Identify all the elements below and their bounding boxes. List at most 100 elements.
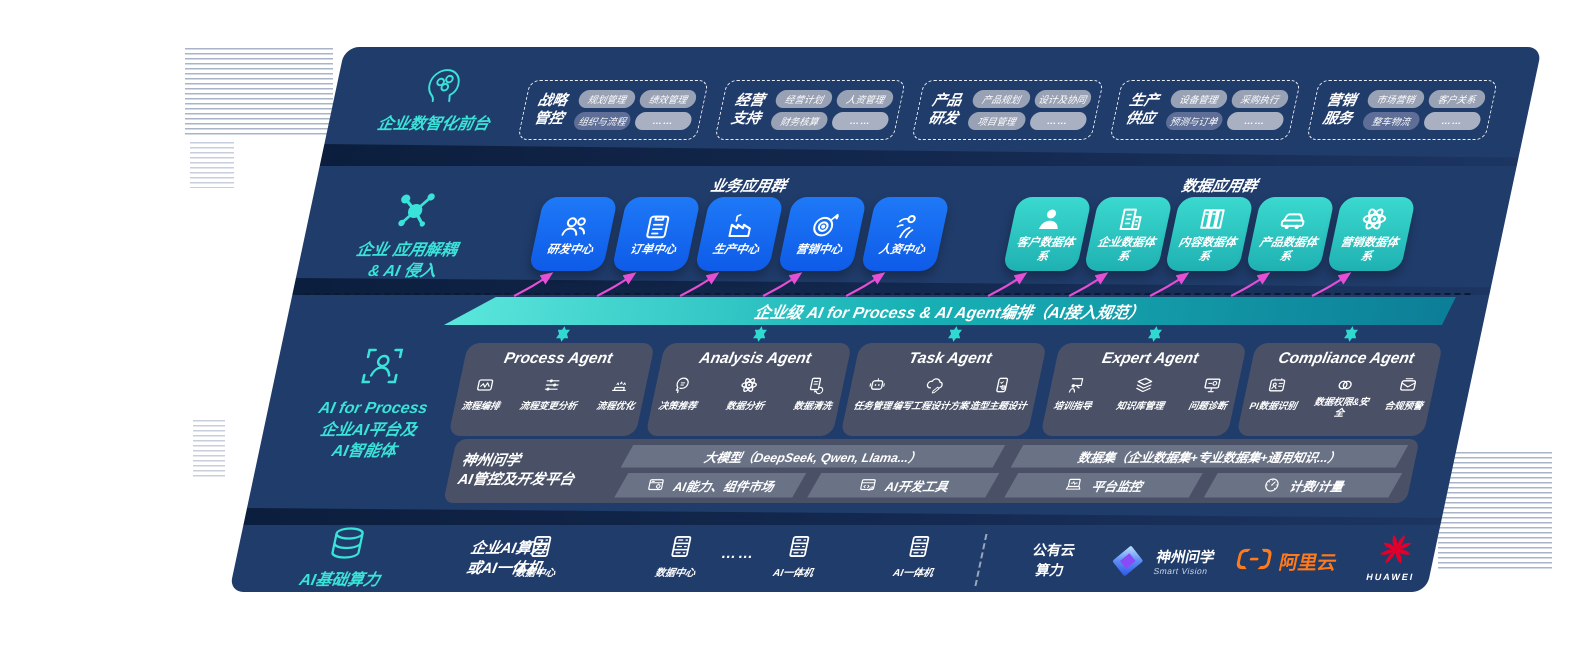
server-icon — [782, 533, 815, 560]
module-pill: 采购执行 — [1229, 90, 1290, 108]
agent-capability: PI数据识别 — [1248, 375, 1303, 412]
module-pill: 绩效管理 — [638, 90, 699, 108]
ai-bus-band: 企业级 AI for Process & AI Agent编排（AI接入规范） — [444, 297, 1456, 325]
group-product-rd: 产品 研发 产品规划 设计及协同 项目管理…… — [911, 80, 1104, 140]
agent-capability: 流程变更分析 — [518, 375, 583, 412]
app-layer-label-block: 企业 应用解耦 & AI 侵入 — [310, 187, 510, 283]
training-icon — [1065, 375, 1089, 395]
agent-task: Task Agent 任务管理 编写工程设计方案 造型主题设计 — [840, 343, 1048, 436]
infra-label-block: AI基础算力 — [255, 525, 433, 592]
business-tiles: 研发中心 订单中心 生产中心 营销中心 — [528, 197, 951, 271]
compute-node: 数据中心 — [654, 533, 704, 579]
ai-platform-label-line3: AI智能体 — [330, 443, 398, 461]
link-icon — [1333, 375, 1357, 395]
robot-icon — [865, 375, 889, 395]
app-layer-label-line2: & AI 侵入 — [366, 262, 439, 280]
huawei-name: HUAWEI — [1365, 572, 1416, 582]
data-system-tile: 营销数据体系 — [1326, 197, 1417, 271]
agent-capability: 知识库管理 — [1115, 375, 1170, 412]
server-icon — [524, 533, 557, 560]
cloud-pen-icon — [923, 375, 947, 395]
ellipsis-nodes: …… — [719, 545, 758, 562]
module-pill: …… — [1422, 112, 1483, 130]
clipboard-icon — [640, 211, 676, 241]
platform-cell: 平台监控 — [1004, 473, 1203, 498]
module-pill: 财务核算 — [769, 112, 830, 130]
target-icon — [806, 211, 842, 241]
decorative-stripes — [190, 142, 234, 188]
platform-label-line2: AI管控及开发平台 — [456, 472, 576, 488]
atom-icon — [1356, 204, 1392, 234]
agent-process: Process Agent 流程编排 流程变更分析 流程优化 — [448, 343, 656, 436]
datasets-group: 数据集（企业数据集+专业数据集+通用知识...） 平台监控 计费/计量 — [1004, 445, 1408, 498]
module-pill: 组织与流程 — [572, 112, 633, 130]
shenzhou-name: 神州问学 — [1154, 549, 1217, 566]
people-run-icon — [889, 211, 925, 241]
decorative-stripes — [193, 420, 225, 478]
module-pill: 人资管理 — [835, 90, 896, 108]
platform-cell: AI开发工具 — [807, 473, 999, 498]
compute-node: AI一体机 — [772, 533, 822, 579]
data-system-tile: 客户数据体系 — [1002, 197, 1093, 271]
cloud-divider — [974, 534, 988, 586]
module-pill: …… — [1027, 112, 1088, 130]
module-pill: 客户关系 — [1426, 90, 1487, 108]
module-pill: 整车物流 — [1361, 112, 1422, 130]
front-office-label: 企业数智化前台 — [375, 116, 492, 133]
id-card-icon — [1266, 375, 1290, 395]
module-pill: 设备管理 — [1168, 90, 1229, 108]
front-office-label-block: 企业数智化前台 — [346, 59, 532, 136]
tablet-check-icon — [990, 375, 1014, 395]
database-icon — [322, 527, 368, 565]
huawei-logo-icon — [1374, 531, 1418, 570]
layers-icon — [1133, 375, 1157, 395]
server-icon — [664, 533, 697, 560]
compute-node: 数据中心 — [514, 533, 564, 579]
agent-capability: 造型主题设计 — [968, 375, 1033, 412]
agent-capability: 问题诊断 — [1187, 375, 1233, 412]
module-pill: 设计及协同 — [1032, 90, 1093, 108]
team-icon — [557, 211, 593, 241]
flow-icon — [473, 375, 497, 395]
decorative-stripes — [185, 48, 333, 136]
public-cloud-label: 公有云 算力 — [1031, 542, 1077, 578]
agent-capability: 数据分析 — [725, 375, 771, 412]
agent-capability: 任务管理 — [852, 375, 898, 412]
compute-node: AI一体机 — [892, 533, 942, 579]
factory-icon — [723, 211, 759, 241]
atom-icon — [738, 375, 762, 395]
vendor-huawei: HUAWEI — [1353, 531, 1436, 582]
agent-analysis: Analysis Agent 决策推荐 数据分析 数据清洗 — [645, 343, 853, 436]
module-pill: …… — [1225, 112, 1285, 130]
app-layer-label-line1: 企业 应用解耦 — [354, 242, 459, 259]
books-icon — [1194, 204, 1230, 234]
ai-platform-label-line2: 企业AI平台及 — [318, 421, 419, 439]
brain-icon — [414, 69, 464, 109]
market-icon — [645, 476, 667, 494]
building-icon — [1113, 204, 1149, 234]
ai-governance-platform: 神州问学 AI管控及开发平台 大模型（DeepSeek, Qwen, Llama… — [443, 439, 1420, 503]
molecule-icon — [388, 193, 436, 235]
group-operation: 经营 支持 经营计划 人资管理 财务核算…… — [714, 80, 907, 140]
agent-capability: 流程优化 — [595, 375, 641, 412]
business-center-tile: 研发中心 — [528, 197, 619, 271]
data-system-tile: 企业数据体系 — [1083, 197, 1174, 271]
ai-platform-label-block: AI for Process 企业AI平台及 AI智能体 — [269, 344, 480, 463]
data-system-tile: 内容数据体系 — [1164, 197, 1255, 271]
platform-label-line1: 神州问学 — [460, 453, 522, 470]
head-gear-icon — [670, 375, 694, 395]
server-icon — [902, 533, 935, 560]
sliders-icon — [541, 375, 565, 395]
business-center-tile: 订单中心 — [611, 197, 702, 271]
agent-capability: 编写工程设计方案 — [891, 375, 975, 412]
data-group-title: 数据应用群 — [1180, 178, 1259, 195]
agent-capability: 数据权限&安全 — [1310, 375, 1376, 420]
ai-platform-label-line1: AI for Process — [317, 400, 430, 417]
module-pill: 项目管理 — [966, 112, 1027, 130]
front-office-groups: 战略 管控 规划管理 绩效管理 组织与流程…… 经营 支持 经营计划 人资管理 财务核算……… — [517, 80, 1499, 140]
aliyun-name: 阿里云 — [1276, 553, 1339, 574]
model-bar: 大模型（DeepSeek, Qwen, Llama...） — [621, 445, 1006, 468]
agent-capability: 流程编排 — [460, 375, 506, 412]
datacenter-nodes: 数据中心 数据中心 — [514, 533, 704, 579]
